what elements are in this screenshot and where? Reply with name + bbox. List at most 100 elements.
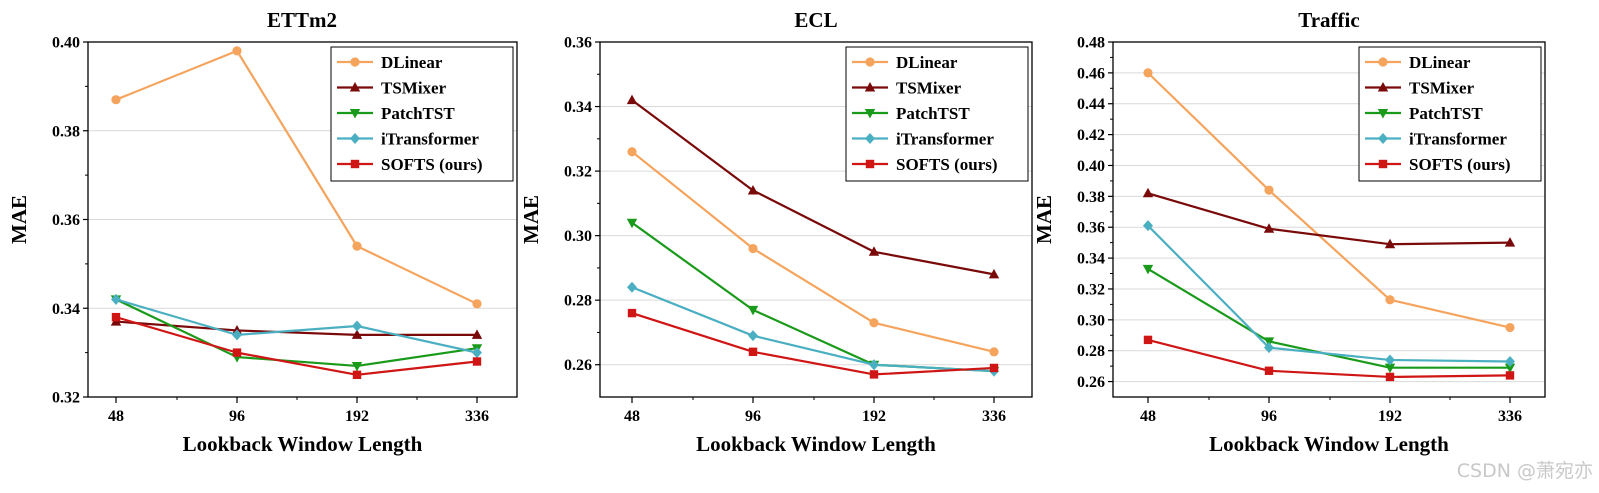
legend-swatch-marker — [865, 57, 875, 67]
series-line — [631, 221, 995, 373]
x-axis-label: Lookback Window Length — [183, 432, 423, 456]
y-tick-label: 0.28 — [564, 293, 592, 310]
y-axis-label: MAE — [7, 195, 31, 244]
y-tick-label: 0.28 — [1077, 343, 1105, 360]
data-point — [351, 361, 363, 372]
legend-label: SOFTS (ours) — [1409, 155, 1511, 174]
chart-panel-ecl: 0.26 0.28 0.30 0.32 0.34 0.36 48 96 192 336 ECL Loo… — [519, 8, 1033, 456]
x-axis-label: Lookback Window Length — [1209, 432, 1449, 456]
data-point — [1142, 187, 1154, 198]
y-tick-label: 0.30 — [1077, 312, 1105, 329]
data-point — [1505, 356, 1515, 367]
y-tick-label: 0.42 — [1077, 127, 1105, 144]
legend-item-tsmixer: TSMixer — [852, 79, 962, 98]
data-point — [1143, 335, 1153, 345]
y-tick-label: 0.32 — [564, 164, 592, 181]
data-point — [747, 184, 759, 195]
legend-label: SOFTS (ours) — [381, 155, 483, 174]
data-point — [111, 293, 121, 305]
legend-swatch-marker — [865, 159, 875, 169]
legend-label: iTransformer — [381, 130, 479, 149]
y-tick-label: 0.26 — [1077, 374, 1105, 391]
legend-label: DLinear — [896, 53, 958, 72]
data-point — [627, 147, 637, 157]
x-tick-label: 48 — [1140, 408, 1156, 425]
y-tick-label: 0.38 — [52, 123, 80, 140]
x-axis-label: Lookback Window Length — [696, 432, 936, 456]
data-point — [1264, 366, 1274, 375]
series-line — [115, 298, 478, 354]
legend-label: DLinear — [381, 53, 443, 72]
data-point — [869, 370, 879, 379]
legend: DLinear TSMixer PatchTST iTransformer SOFTS … — [845, 46, 1029, 182]
y-tick-label: 0.40 — [52, 35, 80, 52]
legend-swatch-marker — [350, 159, 360, 169]
series-tsmixer — [626, 94, 1000, 279]
series-line — [115, 316, 478, 376]
legend-swatch-marker — [864, 82, 876, 92]
legend-swatch-marker — [1378, 159, 1388, 169]
legend-swatch-marker — [865, 133, 875, 144]
data-point — [471, 329, 483, 339]
y-tick-label: 0.30 — [564, 228, 592, 245]
data-point — [351, 329, 363, 339]
chart-title: Traffic — [1298, 8, 1359, 32]
y-tick-label: 0.32 — [1077, 281, 1105, 298]
legend-item-dlinear: DLinear — [1365, 53, 1471, 72]
y-tick-label: 0.46 — [1077, 65, 1105, 82]
series-dlinear — [627, 147, 999, 357]
data-point — [232, 348, 242, 357]
data-point — [1505, 322, 1515, 333]
data-point — [869, 318, 879, 328]
legend-swatch-marker — [350, 57, 360, 67]
data-point — [1385, 372, 1395, 382]
legend-item-patchtst: PatchTST — [337, 104, 455, 123]
y-tick-label: 0.36 — [1077, 220, 1105, 237]
y-tick-label: 0.36 — [564, 35, 592, 52]
data-point — [1384, 238, 1396, 249]
y-tick-label: 0.44 — [1077, 96, 1105, 113]
series-patchtst — [1142, 264, 1516, 374]
series-line — [115, 320, 477, 336]
legend-label: iTransformer — [1409, 130, 1507, 149]
series-dlinear — [1143, 68, 1515, 333]
legend-label: PatchTST — [1409, 104, 1483, 123]
legend-label: TSMixer — [381, 79, 447, 98]
data-point — [1143, 220, 1153, 232]
y-tick-label: 0.32 — [52, 390, 80, 407]
series-line — [631, 150, 995, 353]
series-itransformer — [111, 293, 482, 359]
series-line — [1147, 192, 1511, 246]
x-tick-label: 336 — [982, 408, 1006, 425]
series-softs-ours — [111, 312, 482, 380]
legend-item-patchtst: PatchTST — [852, 104, 970, 123]
series-line — [1147, 224, 1511, 363]
x-tick-label: 192 — [1378, 408, 1402, 425]
legend-item-itransformer: iTransformer — [852, 130, 994, 149]
legend-label: PatchTST — [896, 104, 970, 123]
data-point — [868, 246, 880, 256]
legend-label: iTransformer — [896, 130, 994, 149]
legend-label: PatchTST — [381, 104, 455, 123]
x-tick-label: 48 — [108, 408, 124, 425]
legend-item-tsmixer: TSMixer — [337, 79, 447, 98]
series-dlinear — [111, 46, 482, 309]
data-point — [352, 370, 362, 380]
legend-swatch-marker — [864, 109, 876, 119]
series-itransformer — [1143, 220, 1515, 367]
x-tick-label: 96 — [1261, 408, 1277, 425]
legend-swatch-marker — [1378, 57, 1388, 67]
series-softs-ours — [627, 308, 999, 379]
data-point — [1504, 237, 1516, 247]
data-point — [747, 305, 759, 316]
data-point — [111, 95, 121, 105]
data-point — [1505, 371, 1515, 380]
series-line — [631, 312, 995, 376]
plot-frame — [1112, 41, 1546, 398]
legend-swatch-marker — [350, 133, 360, 144]
data-point — [627, 308, 637, 318]
data-point — [1384, 363, 1396, 374]
legend-item-dlinear: DLinear — [852, 53, 958, 72]
data-point — [352, 241, 362, 251]
series-line — [631, 99, 995, 276]
